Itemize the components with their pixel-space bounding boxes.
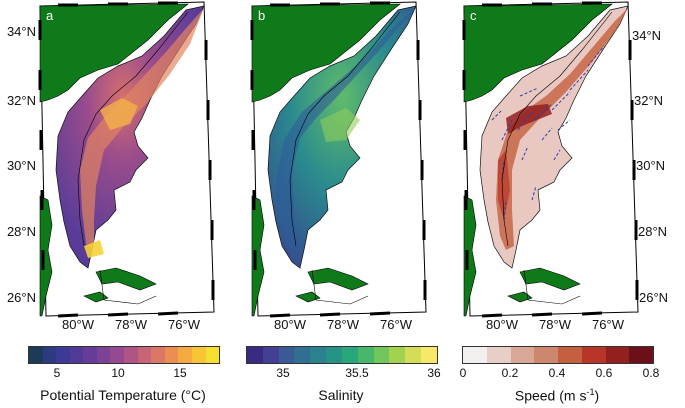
colorbar-swatch bbox=[69, 347, 84, 363]
lat-label-32: 32°N bbox=[6, 93, 36, 108]
cb-sal-title: Salinity bbox=[318, 387, 364, 403]
colorbar-swatch bbox=[510, 347, 535, 363]
colorbar-swatch bbox=[191, 347, 206, 363]
colorbar-swatch bbox=[96, 347, 111, 363]
colorbar-temperature bbox=[28, 346, 220, 364]
colorbar-swatch bbox=[421, 347, 437, 363]
map-panel-salinity: b bbox=[250, 0, 430, 318]
colorbar-swatch bbox=[205, 347, 220, 363]
map-panel-speed: c bbox=[462, 0, 642, 318]
map-speed bbox=[462, 1, 639, 318]
lat-label-right-30: 30°N bbox=[636, 158, 666, 173]
cb-sal-tick-35: 35 bbox=[276, 366, 290, 380]
colorbar-swatch bbox=[405, 347, 422, 363]
cb-temp-tick-15: 15 bbox=[173, 366, 187, 380]
panel-letter-a: a bbox=[46, 8, 54, 23]
lon-label-a-80: 80°W bbox=[62, 317, 94, 332]
lat-label-34: 34°N bbox=[6, 24, 36, 39]
colorbar-swatch bbox=[463, 347, 487, 363]
lon-label-c-78: 78°W bbox=[539, 317, 571, 332]
colorbar-swatch bbox=[151, 347, 165, 363]
cb-speed-title-main: Speed (m s bbox=[514, 387, 587, 404]
lon-label-b-78: 78°W bbox=[327, 317, 359, 332]
colorbar-swatch bbox=[294, 347, 311, 363]
lat-label-26: 26°N bbox=[6, 290, 36, 305]
cb-speed-title-sup: -1 bbox=[586, 387, 595, 397]
lon-label-b-80: 80°W bbox=[274, 317, 306, 332]
colorbar-swatch bbox=[629, 347, 653, 363]
colorbar-swatch bbox=[83, 347, 97, 363]
cb-temp-tick-10: 10 bbox=[111, 366, 125, 380]
colorbar-swatch bbox=[341, 347, 358, 363]
cb-speed-title: Speed (m s-1) bbox=[457, 387, 657, 404]
colorbar-swatch bbox=[357, 347, 374, 363]
colorbar-swatch bbox=[178, 347, 192, 363]
colorbar-swatch bbox=[581, 347, 606, 363]
lat-label-right-34: 34°N bbox=[632, 28, 662, 43]
colorbar-swatch bbox=[310, 347, 327, 363]
lon-label-c-80: 80°W bbox=[486, 317, 518, 332]
map-salinity bbox=[250, 1, 427, 318]
colorbar-swatch bbox=[558, 347, 582, 363]
cb-temp-tick-5: 5 bbox=[53, 366, 61, 380]
colorbar-swatch bbox=[247, 347, 263, 363]
cb-speed-tick-0-8: 0.8 bbox=[642, 366, 660, 380]
cb-speed-tick-0-6: 0.6 bbox=[595, 366, 613, 380]
colorbar-swatch bbox=[164, 347, 179, 363]
panel-letter-c: c bbox=[470, 8, 477, 23]
map-temperature bbox=[38, 1, 215, 318]
colorbar-swatch bbox=[137, 347, 152, 363]
lat-label-28: 28°N bbox=[6, 224, 36, 239]
cb-speed-tick-0-2: 0.2 bbox=[501, 366, 519, 380]
lon-label-c-76: 76°W bbox=[592, 317, 624, 332]
colorbar-speed bbox=[462, 346, 654, 364]
lat-label-right-26: 26°N bbox=[639, 290, 669, 305]
panel-letter-b: b bbox=[258, 8, 266, 23]
colorbar-swatch bbox=[486, 347, 511, 363]
cb-sal-tick-35-5: 35.5 bbox=[345, 366, 369, 380]
colorbar-swatch bbox=[29, 347, 43, 363]
colorbar-salinity bbox=[246, 346, 438, 364]
lon-label-b-76: 76°W bbox=[380, 317, 412, 332]
colorbar-swatch bbox=[389, 347, 406, 363]
lat-label-30: 30°N bbox=[6, 158, 36, 173]
colorbar-swatch bbox=[534, 347, 558, 363]
cb-speed-tick-0: 0 bbox=[459, 366, 467, 380]
colorbar-swatch bbox=[124, 347, 138, 363]
lat-label-right-28: 28°N bbox=[638, 224, 668, 239]
colorbar-swatch bbox=[326, 347, 342, 363]
cb-temp-title: Potential Temperature (°C) bbox=[40, 387, 206, 403]
colorbar-swatch bbox=[373, 347, 390, 363]
cb-speed-tick-0-4: 0.4 bbox=[548, 366, 566, 380]
cb-sal-tick-36: 36 bbox=[427, 366, 441, 380]
cb-speed-title-end: ) bbox=[594, 387, 600, 404]
lon-label-a-78: 78°W bbox=[115, 317, 147, 332]
colorbar-swatch bbox=[42, 347, 57, 363]
colorbar-swatch bbox=[110, 347, 125, 363]
colorbar-swatch bbox=[278, 347, 295, 363]
colorbar-swatch bbox=[56, 347, 70, 363]
lat-label-right-32: 32°N bbox=[634, 93, 664, 108]
colorbar-swatch bbox=[262, 347, 279, 363]
lon-label-a-76: 76°W bbox=[168, 317, 200, 332]
map-panel-temperature: a bbox=[38, 0, 218, 318]
colorbar-swatch bbox=[605, 347, 630, 363]
